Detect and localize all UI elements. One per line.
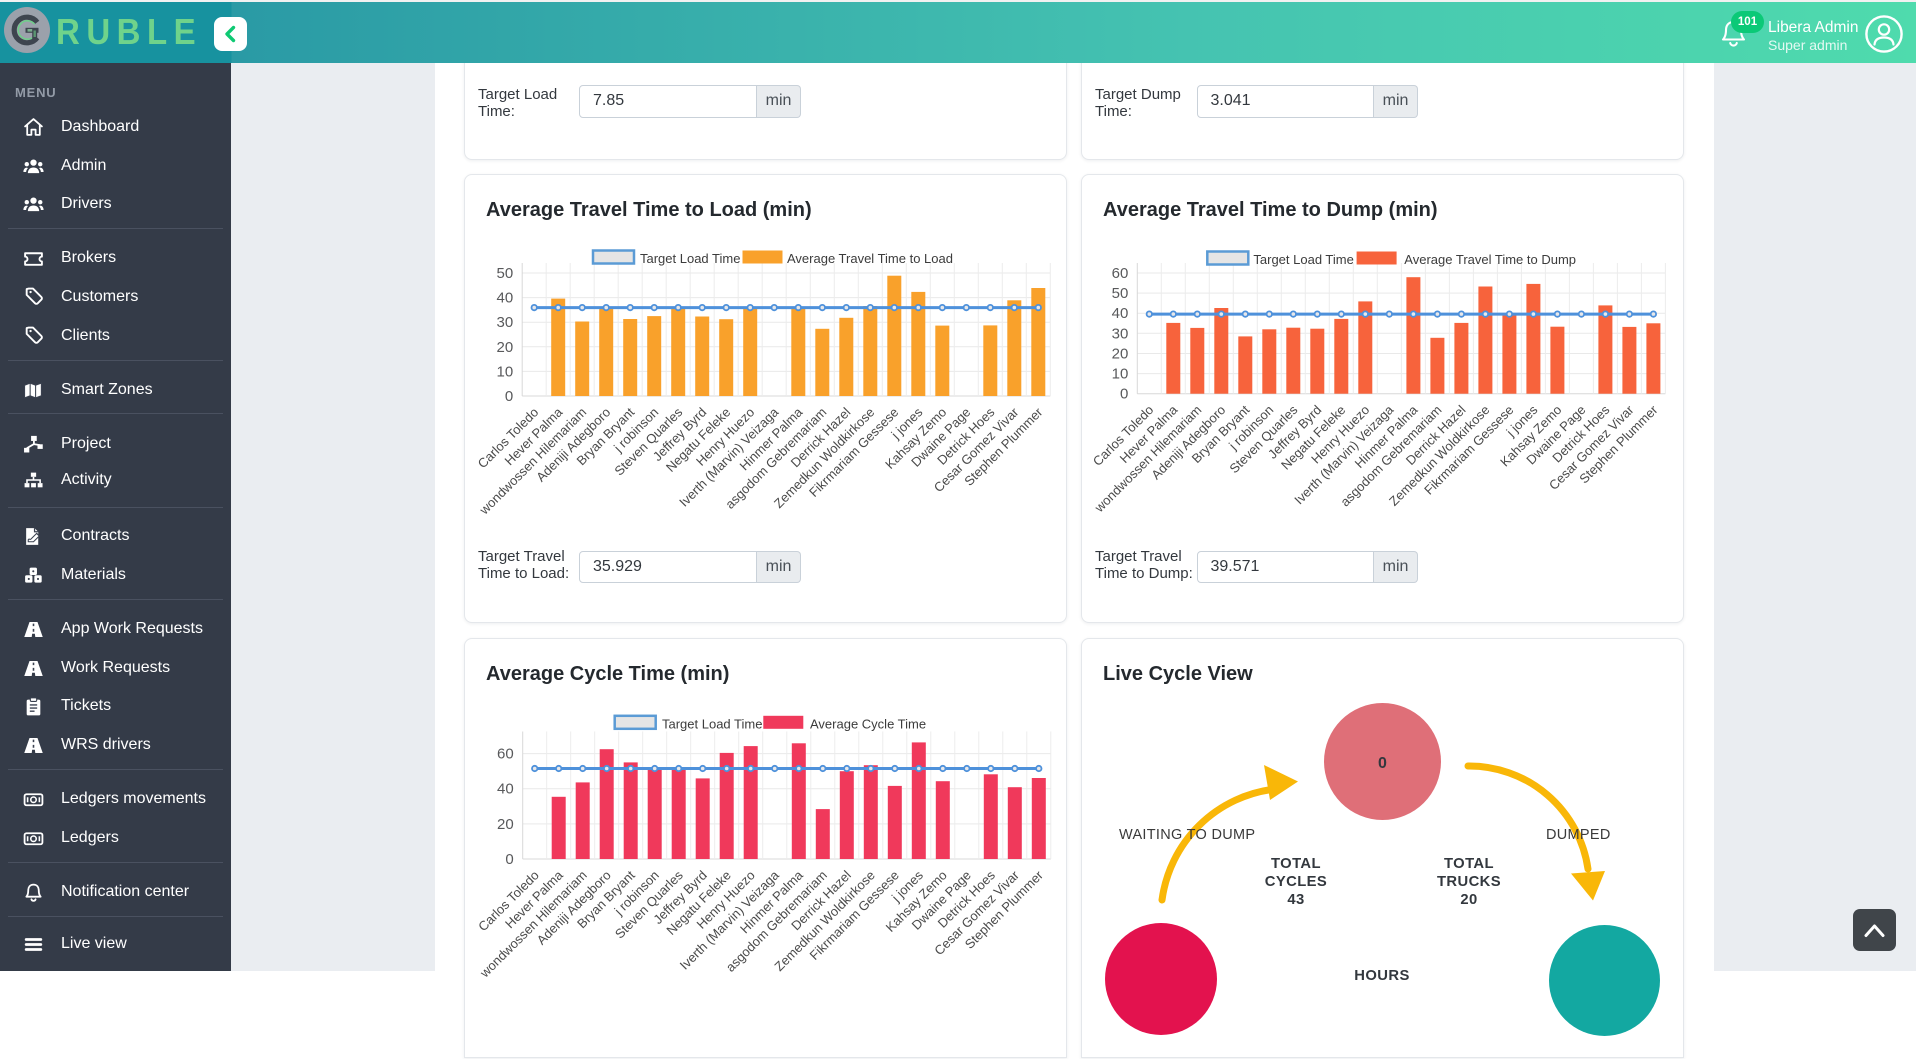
svg-text:0: 0 [505, 851, 513, 868]
svg-text:Target Load Time: Target Load Time [662, 716, 762, 731]
svg-text:Target Load Time: Target Load Time [640, 251, 740, 266]
svg-text:60: 60 [1112, 265, 1129, 282]
svg-text:20: 20 [1112, 345, 1129, 362]
svg-text:40: 40 [497, 289, 514, 306]
svg-text:40: 40 [1112, 305, 1129, 322]
svg-text:40: 40 [497, 780, 514, 797]
svg-text:10: 10 [497, 363, 514, 380]
svg-text:0: 0 [505, 388, 513, 405]
svg-text:50: 50 [1112, 285, 1129, 302]
svg-text:20: 20 [497, 338, 514, 355]
svg-text:Average Travel Time to Dump: Average Travel Time to Dump [1404, 252, 1576, 267]
svg-text:Average Travel Time to Load: Average Travel Time to Load [787, 251, 953, 266]
svg-text:10: 10 [1112, 365, 1129, 382]
svg-text:30: 30 [497, 314, 514, 331]
svg-text:Target Load Time: Target Load Time [1253, 252, 1353, 267]
svg-text:0: 0 [1120, 385, 1128, 402]
svg-text:60: 60 [497, 745, 514, 762]
svg-text:Average Cycle Time: Average Cycle Time [810, 716, 926, 731]
svg-text:20: 20 [497, 815, 514, 832]
svg-text:30: 30 [1112, 325, 1129, 342]
svg-text:50: 50 [497, 265, 514, 282]
